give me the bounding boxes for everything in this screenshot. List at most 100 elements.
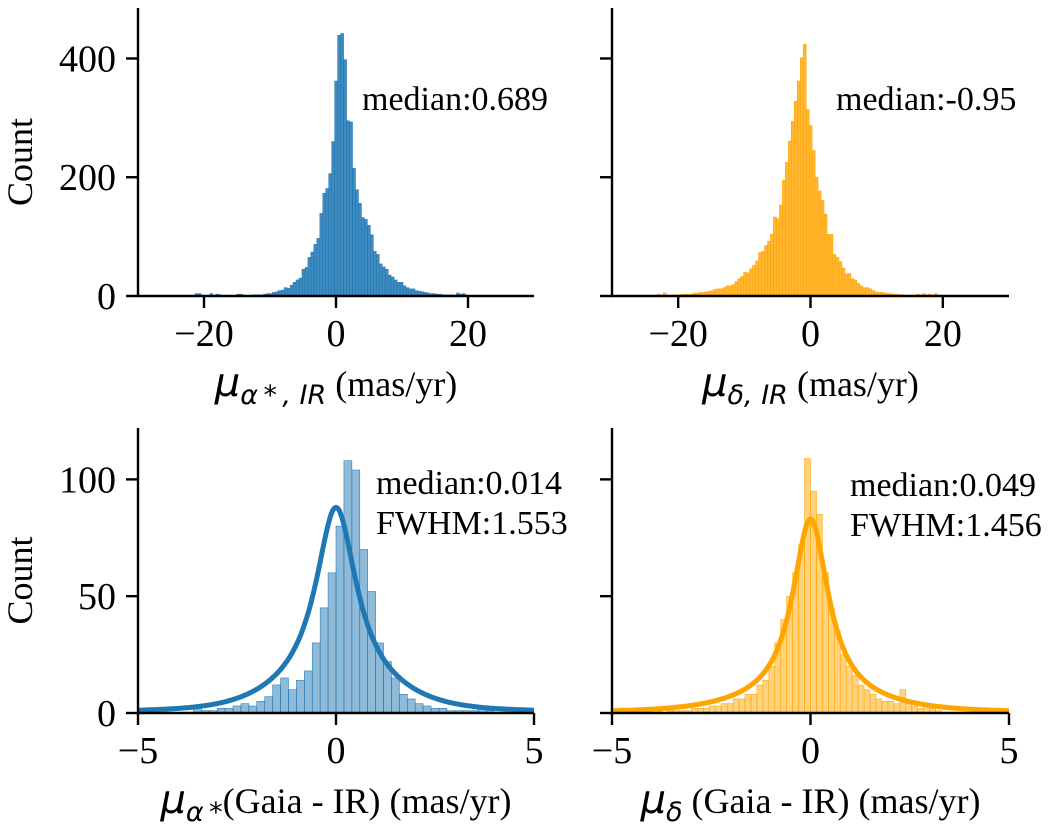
- histogram-bar: [361, 217, 365, 297]
- histogram-bar: [328, 173, 333, 297]
- histogram-bar: [381, 266, 386, 297]
- histogram-bar: [893, 703, 901, 714]
- histogram-bar: [859, 285, 864, 297]
- histogram-bar: [853, 279, 858, 297]
- histogram-bar: [728, 285, 733, 297]
- histogram-bar: [808, 125, 813, 297]
- histogram-bar: [283, 287, 288, 297]
- x-tick-label: 20: [924, 313, 962, 355]
- histogram-bars: [194, 33, 466, 297]
- histogram-bar: [390, 276, 395, 297]
- x-tick-label: 5: [1000, 730, 1019, 772]
- x-tick-label: −5: [592, 730, 632, 772]
- histogram-bar: [316, 238, 321, 297]
- histogram-bar: [838, 261, 843, 297]
- histogram-bar: [823, 213, 828, 297]
- x-tick-label: 20: [449, 313, 487, 355]
- histogram-bar: [832, 254, 837, 297]
- y-tick-label: 100: [59, 459, 116, 501]
- histogram-bar: [307, 257, 312, 297]
- histogram-bar: [750, 694, 758, 714]
- histogram-bar: [762, 679, 770, 714]
- histogram-bar: [331, 141, 335, 297]
- histogram-bar: [744, 694, 752, 714]
- histogram-bar: [295, 279, 300, 297]
- histogram-bar: [755, 260, 759, 297]
- histogram-bar: [358, 203, 362, 297]
- histogram-bar: [804, 458, 811, 714]
- histogram-bar: [310, 251, 315, 297]
- histogram-bar: [340, 33, 344, 297]
- histogram-bar: [844, 273, 849, 297]
- histogram-bar: [335, 525, 345, 714]
- histogram-bars: [643, 458, 942, 714]
- histogram-bar: [405, 287, 410, 297]
- x-tick-label: −20: [648, 313, 707, 355]
- histogram-bar: [725, 285, 730, 297]
- histogram-bar: [814, 176, 819, 297]
- histogram-bar: [296, 679, 305, 714]
- histogram-bar: [758, 252, 762, 297]
- histogram-bar: [384, 268, 389, 297]
- x-tick-label: 0: [801, 313, 820, 355]
- y-tick-label: 400: [59, 38, 116, 80]
- kde-curve: [136, 504, 536, 713]
- histogram-bar: [378, 263, 383, 297]
- histogram-bar: [839, 654, 847, 714]
- histogram-bar: [391, 677, 400, 714]
- histogram-bar: [280, 677, 289, 714]
- x-axis-label: μα *(Gaia - IR) (mas/yr): [159, 777, 511, 828]
- histogram-bar: [746, 272, 750, 297]
- y-tick-label: 200: [59, 157, 116, 199]
- histogram-bar: [788, 140, 792, 297]
- histogram-bar: [732, 698, 740, 714]
- fwhm-annotation: FWHM:1.553: [376, 505, 568, 542]
- histogram-bar: [850, 278, 855, 297]
- histogram-bar: [399, 282, 404, 297]
- histogram-bar: [375, 254, 380, 297]
- y-tick-label: 0: [97, 276, 116, 318]
- histogram-bar: [887, 701, 895, 714]
- histogram-bar: [826, 233, 831, 297]
- histogram-bar: [301, 268, 306, 297]
- histogram-bar: [731, 284, 736, 297]
- histogram-bar: [767, 241, 771, 297]
- histogram-bar: [319, 213, 324, 297]
- histogram-bar: [414, 703, 424, 714]
- histogram-bar: [799, 57, 804, 297]
- histogram-bar: [734, 281, 739, 297]
- histogram-bar: [313, 244, 318, 297]
- histogram-bar: [835, 257, 840, 297]
- histogram-bar: [791, 121, 795, 297]
- histogram-bar: [756, 684, 764, 714]
- histogram-bar: [851, 675, 859, 714]
- x-tick-label: 0: [327, 313, 346, 355]
- histogram-bar: [768, 665, 776, 714]
- histogram-bar: [820, 200, 825, 297]
- histogram-bar: [240, 703, 250, 714]
- x-tick-label: 0: [327, 730, 346, 772]
- histogram-bar: [289, 285, 294, 297]
- histogram-bar: [387, 274, 392, 297]
- histogram-bar: [370, 234, 374, 297]
- x-tick-label: 5: [525, 730, 544, 772]
- histogram-bar: [406, 698, 416, 714]
- histogram-bar: [863, 689, 871, 714]
- histogram-bar: [343, 59, 347, 297]
- histogram-bar: [355, 189, 359, 297]
- x-tick-label: −20: [174, 313, 233, 355]
- histogram-bar: [841, 267, 846, 297]
- histogram-bar: [770, 233, 774, 297]
- histogram-bar: [782, 179, 786, 297]
- histogram-bar: [343, 460, 353, 714]
- histogram-bar: [325, 188, 330, 297]
- histogram-bar: [349, 121, 353, 297]
- x-axis-label: μδ, IR (mas/yr): [701, 360, 919, 411]
- histogram-bar: [720, 703, 728, 714]
- histogram-bar: [740, 276, 744, 297]
- histogram-bar: [749, 268, 753, 297]
